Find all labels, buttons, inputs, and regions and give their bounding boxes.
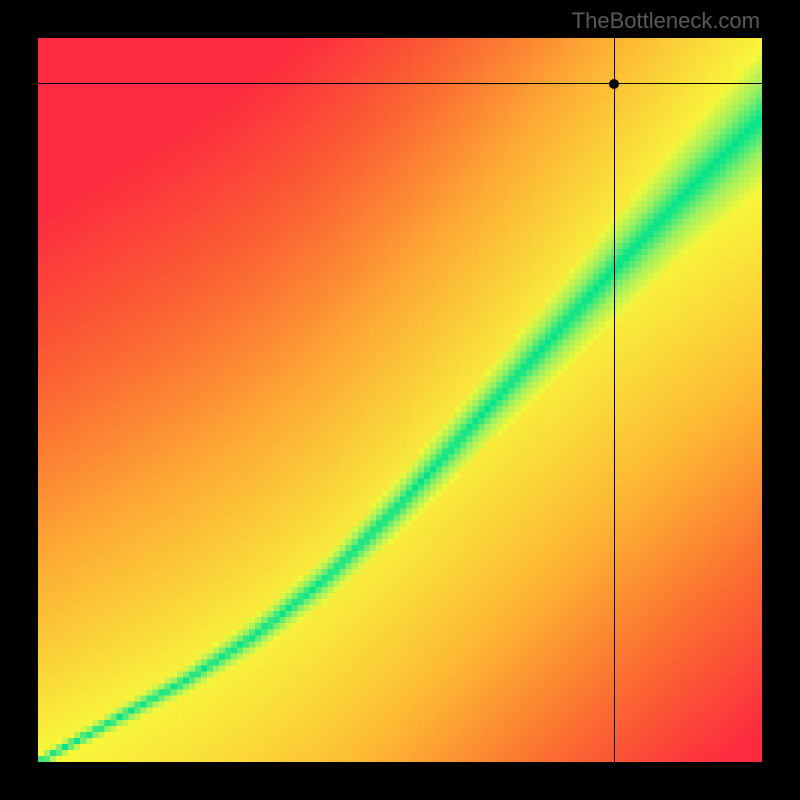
heatmap-plot (38, 38, 762, 762)
crosshair-horizontal (38, 83, 762, 84)
watermark-text: TheBottleneck.com (572, 8, 760, 34)
heatmap-canvas (38, 38, 762, 762)
crosshair-marker (609, 79, 619, 89)
crosshair-vertical (614, 38, 615, 762)
